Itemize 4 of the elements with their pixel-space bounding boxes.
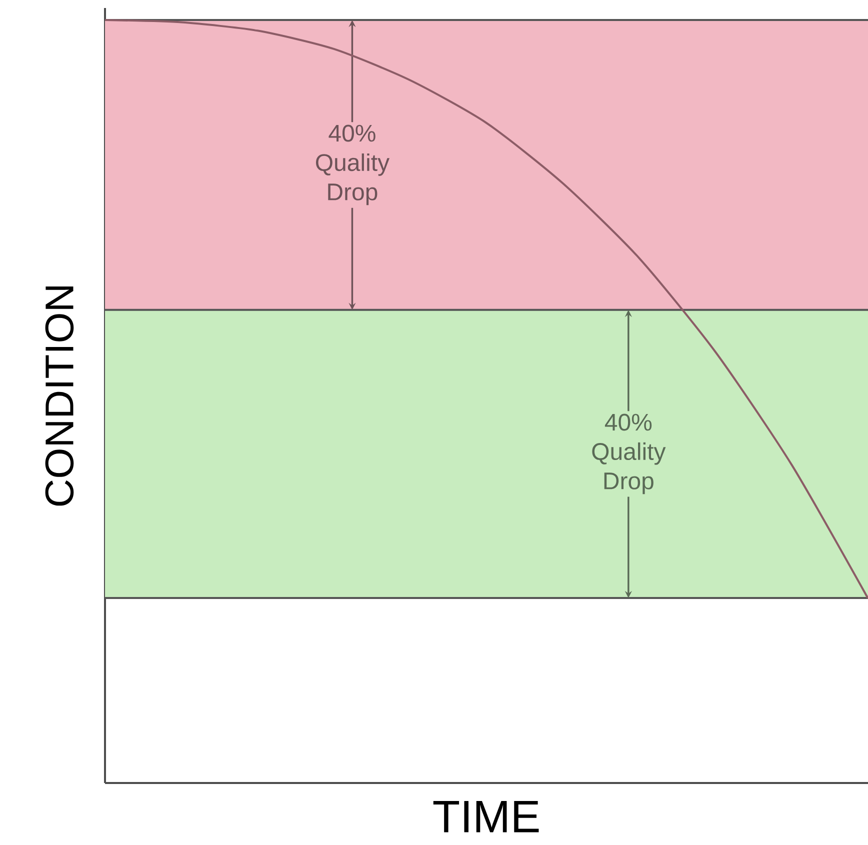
x-axis-title: TIME [433,801,539,832]
band-label: 40% Quality Drop [316,124,390,206]
band-label: 40% Quality Drop [592,414,666,494]
y-axis-title: CONDITION [45,286,74,506]
